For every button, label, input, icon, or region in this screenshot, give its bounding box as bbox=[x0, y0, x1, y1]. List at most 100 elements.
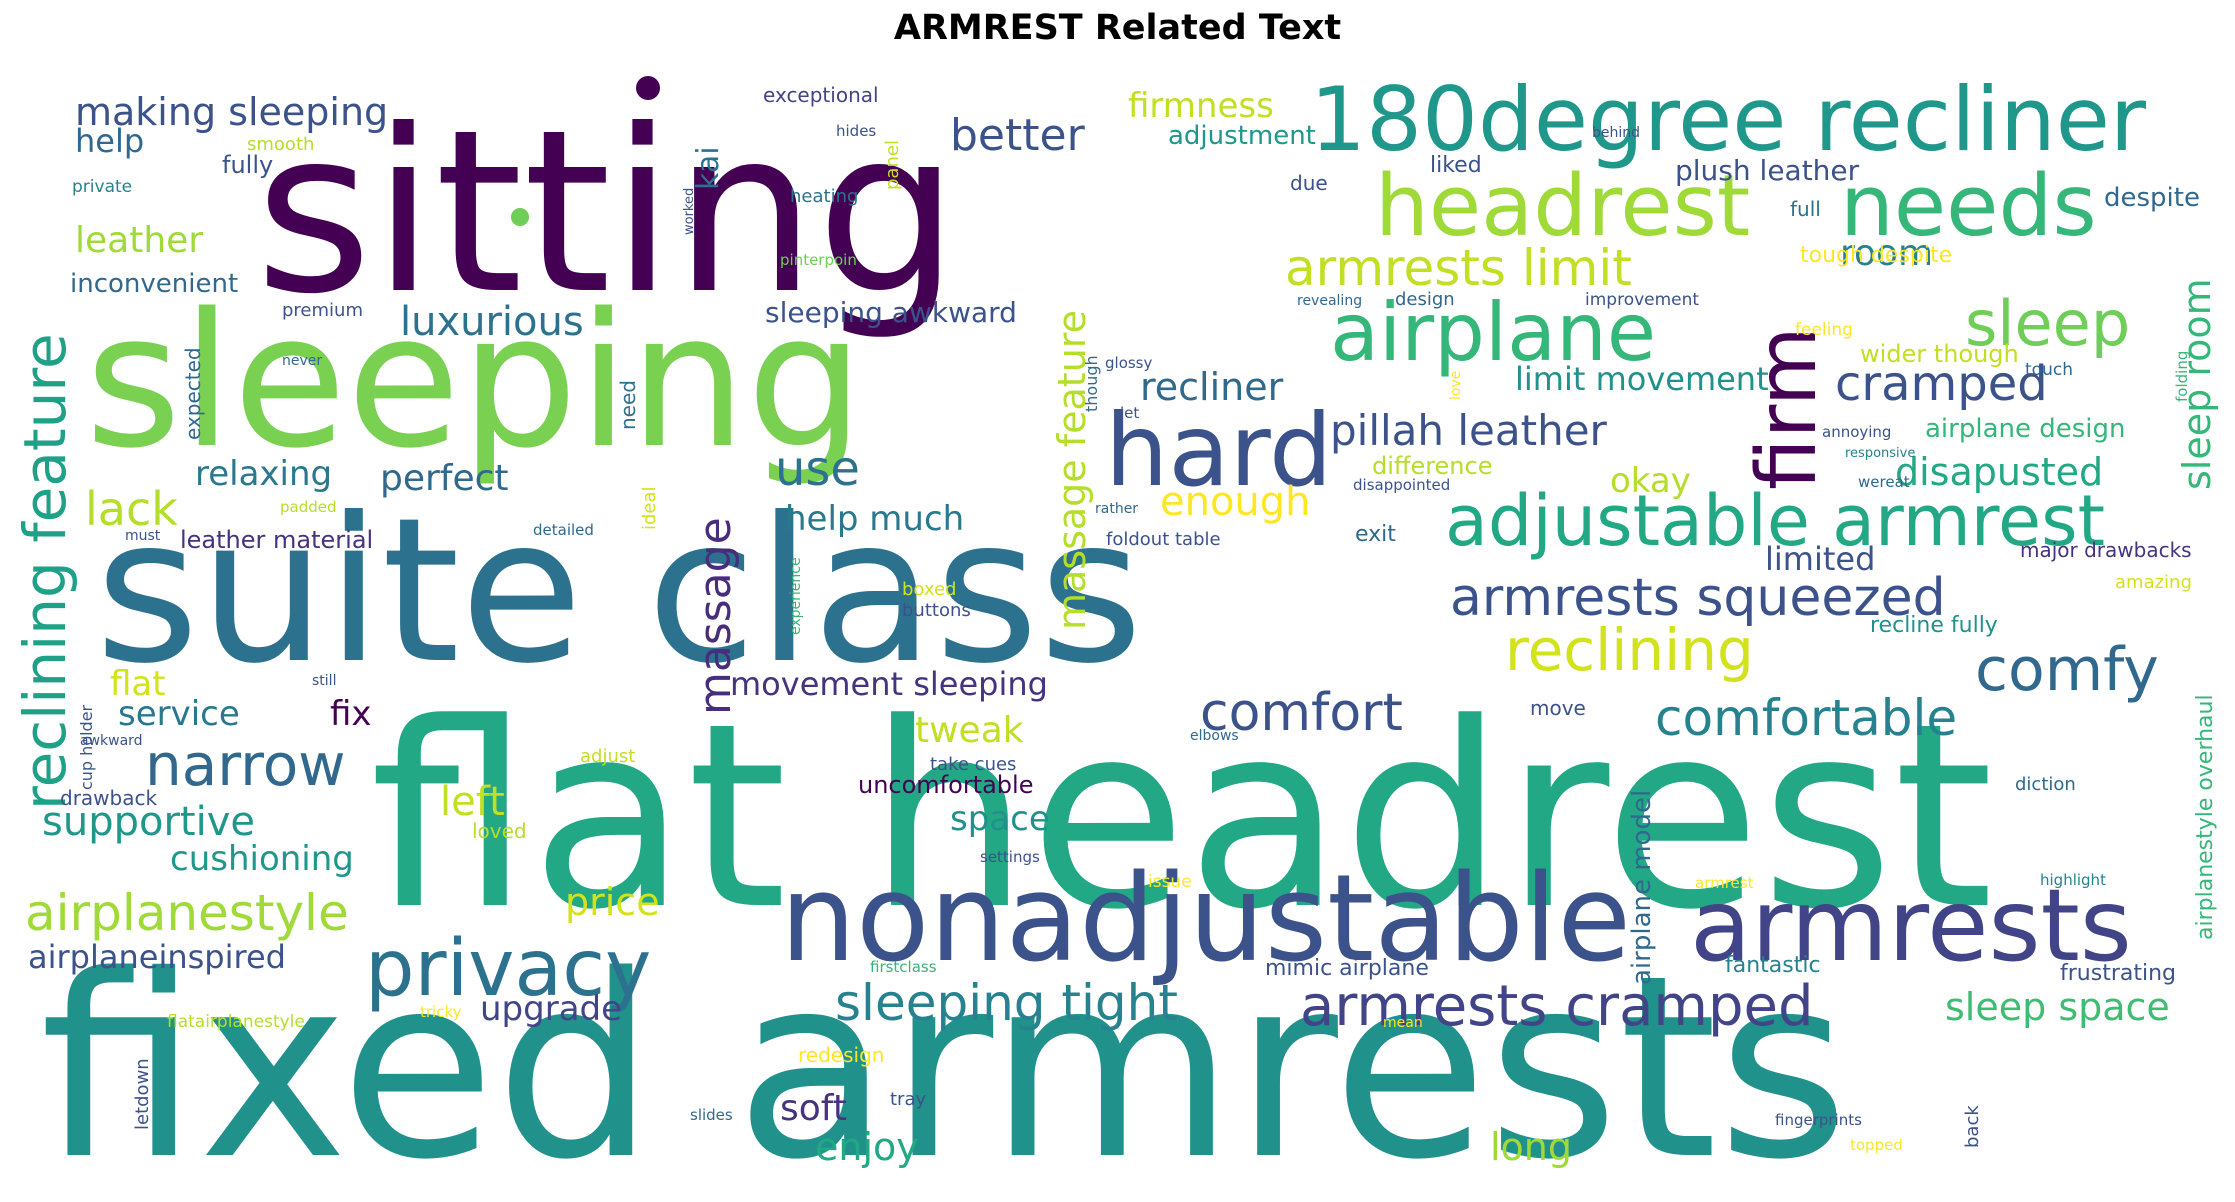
word-never: never bbox=[282, 353, 322, 369]
word-rather: rather bbox=[1095, 501, 1138, 517]
word-wider-though: wider though bbox=[1860, 340, 2019, 368]
word-responsive: responsive bbox=[1845, 446, 1915, 461]
word-boxed: boxed bbox=[902, 579, 956, 600]
word-leather: leather bbox=[75, 220, 203, 261]
word-making-sleeping: making sleeping bbox=[75, 90, 388, 134]
word-tough-despite: tough despite bbox=[1800, 243, 1952, 268]
word-sleep: sleep bbox=[1965, 287, 2130, 360]
word-comfort: comfort bbox=[1200, 683, 1403, 743]
word-difference: difference bbox=[1372, 452, 1492, 480]
word-leather-material: leather material bbox=[180, 526, 373, 554]
word-firm: firm bbox=[1740, 326, 1835, 490]
word-frustrating: frustrating bbox=[2060, 961, 2176, 986]
word-tweak: tweak bbox=[915, 710, 1024, 751]
word-premium: premium bbox=[282, 300, 363, 321]
word-comfortable: comfortable bbox=[1655, 689, 1957, 747]
word-design: design bbox=[1395, 289, 1455, 310]
word-service: service bbox=[118, 694, 240, 734]
word-airplane-model: airplane model bbox=[1627, 790, 1657, 985]
word-left: left bbox=[440, 779, 505, 825]
word-panel: panel bbox=[882, 140, 903, 190]
word-let: let bbox=[1120, 404, 1139, 422]
word-detailed: detailed bbox=[533, 521, 594, 539]
word-disapusted: disapusted bbox=[1895, 450, 2103, 494]
word-massage-feature: massage feature bbox=[1050, 310, 1094, 630]
word-experience: experience bbox=[788, 557, 804, 635]
word-fixed-armrests: fixed armrests bbox=[40, 922, 1849, 1202]
word-diction: diction bbox=[2015, 774, 2076, 795]
word-settings: settings bbox=[980, 848, 1040, 866]
word-needs: needs bbox=[1840, 157, 2097, 256]
word-topped: topped bbox=[1850, 1136, 1903, 1154]
word-sleep-room: sleep room bbox=[2175, 278, 2219, 490]
word-still: still bbox=[312, 673, 336, 689]
word-feeling: feeling bbox=[1795, 320, 1853, 340]
word-drawback: drawback bbox=[60, 786, 157, 810]
word-long: long bbox=[1490, 1125, 1572, 1169]
word-elbows: elbows bbox=[1190, 728, 1239, 744]
word-letdown: letdown bbox=[132, 1058, 153, 1130]
word-expected: expected bbox=[181, 347, 205, 440]
word-massage: massage bbox=[690, 517, 741, 715]
word-mimic-airplane: mimic airplane bbox=[1265, 956, 1429, 981]
word-adjustment: adjustment bbox=[1168, 121, 1316, 151]
word-major-drawbacks: major drawbacks bbox=[2020, 538, 2192, 562]
word-liked: liked bbox=[1430, 153, 1482, 178]
word-armrest: armrest bbox=[1695, 874, 1754, 892]
word-smooth: smooth bbox=[247, 134, 314, 155]
word-buttons: buttons bbox=[902, 600, 971, 621]
word-sleeping: sleeping bbox=[85, 273, 864, 489]
word-limit-movement: limit movement bbox=[1515, 360, 1769, 398]
word-headrest: headrest bbox=[1375, 157, 1750, 256]
word-exit: exit bbox=[1355, 522, 1396, 547]
word-fully: fully bbox=[222, 151, 273, 179]
word-back: back bbox=[1962, 1105, 1983, 1148]
chart-title: ARMREST Related Text bbox=[893, 8, 1342, 48]
word-due: due bbox=[1290, 171, 1328, 195]
word-glossy: glossy bbox=[1105, 354, 1152, 372]
word-armrests-limit: armrests limit bbox=[1285, 239, 1632, 297]
word-flatairplanestyle: flatairplanestyle bbox=[167, 1012, 305, 1032]
word-movement-sleeping: movement sleeping bbox=[730, 665, 1048, 703]
word-adjust: adjust bbox=[580, 746, 635, 767]
word-room: room bbox=[1840, 233, 1933, 274]
word-move: move bbox=[1530, 696, 1586, 720]
word-armrests-squeezed: armrests squeezed bbox=[1450, 568, 1946, 628]
word-luxurious: luxurious bbox=[400, 299, 584, 345]
word-awkward: awkward bbox=[80, 733, 143, 749]
word-help: help bbox=[75, 122, 144, 160]
word-improvement: improvement bbox=[1585, 290, 1699, 310]
word-kai: kai bbox=[691, 146, 726, 190]
word-disappointed: disappointed bbox=[1353, 476, 1450, 494]
word-foldout-table: foldout table bbox=[1106, 529, 1221, 550]
word-180degree-recliner: 180degree recliner bbox=[1310, 68, 2147, 171]
word-okay: okay bbox=[1610, 461, 1691, 501]
word-nonadjustable: nonadjustable bbox=[780, 850, 1631, 989]
word-tricky: tricky bbox=[420, 1003, 462, 1021]
word-armrests: armrests bbox=[1690, 867, 2132, 984]
word-recliner: recliner bbox=[1140, 365, 1284, 409]
word-price: price bbox=[565, 880, 660, 924]
word-firstclass: firstclass bbox=[870, 958, 937, 976]
word-fingerprints: fingerprints bbox=[1775, 1111, 1862, 1129]
word-heating: heating bbox=[790, 186, 858, 207]
word-relaxing: relaxing bbox=[195, 454, 332, 494]
word-hard: hard bbox=[1105, 392, 1333, 509]
word-pinterpoin: pinterpoin bbox=[780, 251, 857, 269]
word-uncomfortable: uncomfortable bbox=[858, 771, 1033, 799]
word-cup-holder: cup holder bbox=[77, 704, 96, 790]
word-enough: enough bbox=[1160, 479, 1311, 525]
word-though: though bbox=[1082, 355, 1101, 412]
word-airplane-design: airplane design bbox=[1925, 414, 2126, 444]
word-inconvenient: inconvenient bbox=[70, 269, 238, 299]
word-redesign: redesign bbox=[798, 1043, 884, 1067]
word-supportive: supportive bbox=[42, 799, 255, 845]
word-sleeping-awkward: sleeping awkward bbox=[765, 296, 1017, 329]
word-help-much: help much bbox=[785, 499, 964, 539]
word-fix: fix bbox=[330, 694, 372, 734]
word-touch: touch bbox=[2025, 360, 2073, 380]
word-must: must bbox=[125, 528, 161, 544]
word-airplanestyle: airplanestyle bbox=[25, 884, 349, 942]
word-reclining-feature: reclining feature bbox=[11, 333, 79, 810]
word-plush-leather: plush leather bbox=[1675, 154, 1860, 187]
